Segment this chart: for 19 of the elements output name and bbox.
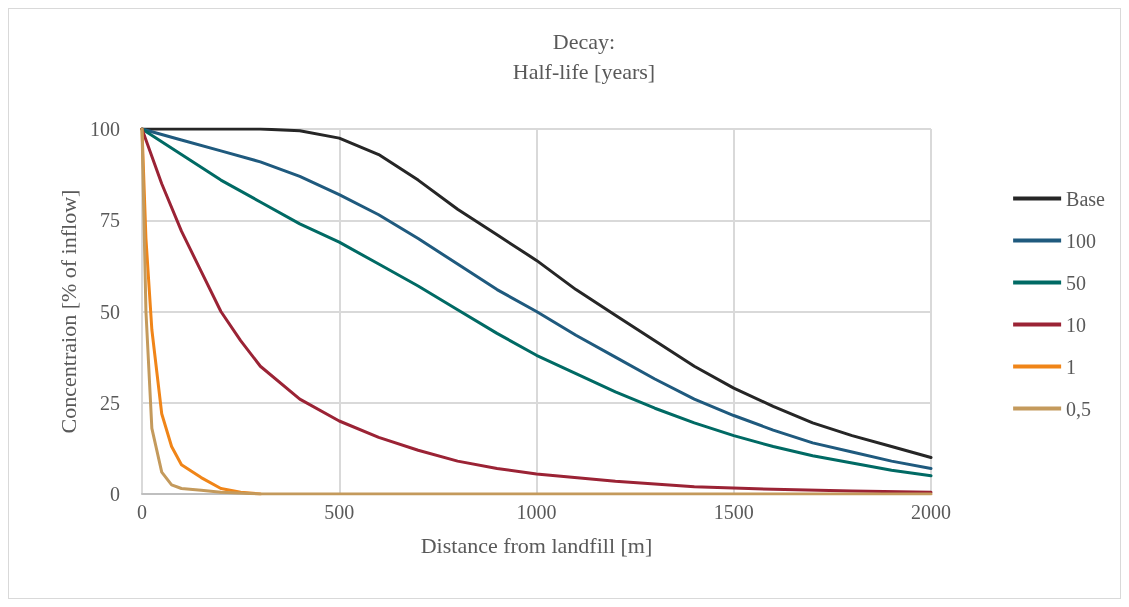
- y-tick-label: 100: [90, 118, 120, 140]
- y-tick-label: 25: [100, 391, 120, 414]
- y-tick-label: 0: [110, 483, 120, 505]
- legend-label: 1: [1066, 355, 1077, 378]
- x-tick-label: 1000: [516, 501, 557, 523]
- x-tick-label: 1500: [713, 501, 754, 523]
- x-tick-label: 2000: [911, 501, 951, 523]
- legend-label: 10: [1066, 313, 1087, 336]
- chart-title: Decay: Half-life [years]: [512, 28, 656, 84]
- legend-label: 100: [1066, 229, 1097, 252]
- legend-label: Base: [1066, 187, 1106, 210]
- y-axis-title: Concentraion [% of inflow]: [55, 189, 81, 434]
- legend-label: 50: [1066, 271, 1087, 294]
- y-tick-label: 50: [100, 300, 120, 323]
- y-tick-label: 75: [100, 209, 120, 232]
- x-tick-label: 0: [137, 501, 147, 523]
- legend-label: 0,5: [1066, 397, 1092, 420]
- x-axis-title: Distance from landfill [m]: [420, 532, 653, 558]
- x-tick-label: 500: [324, 501, 355, 523]
